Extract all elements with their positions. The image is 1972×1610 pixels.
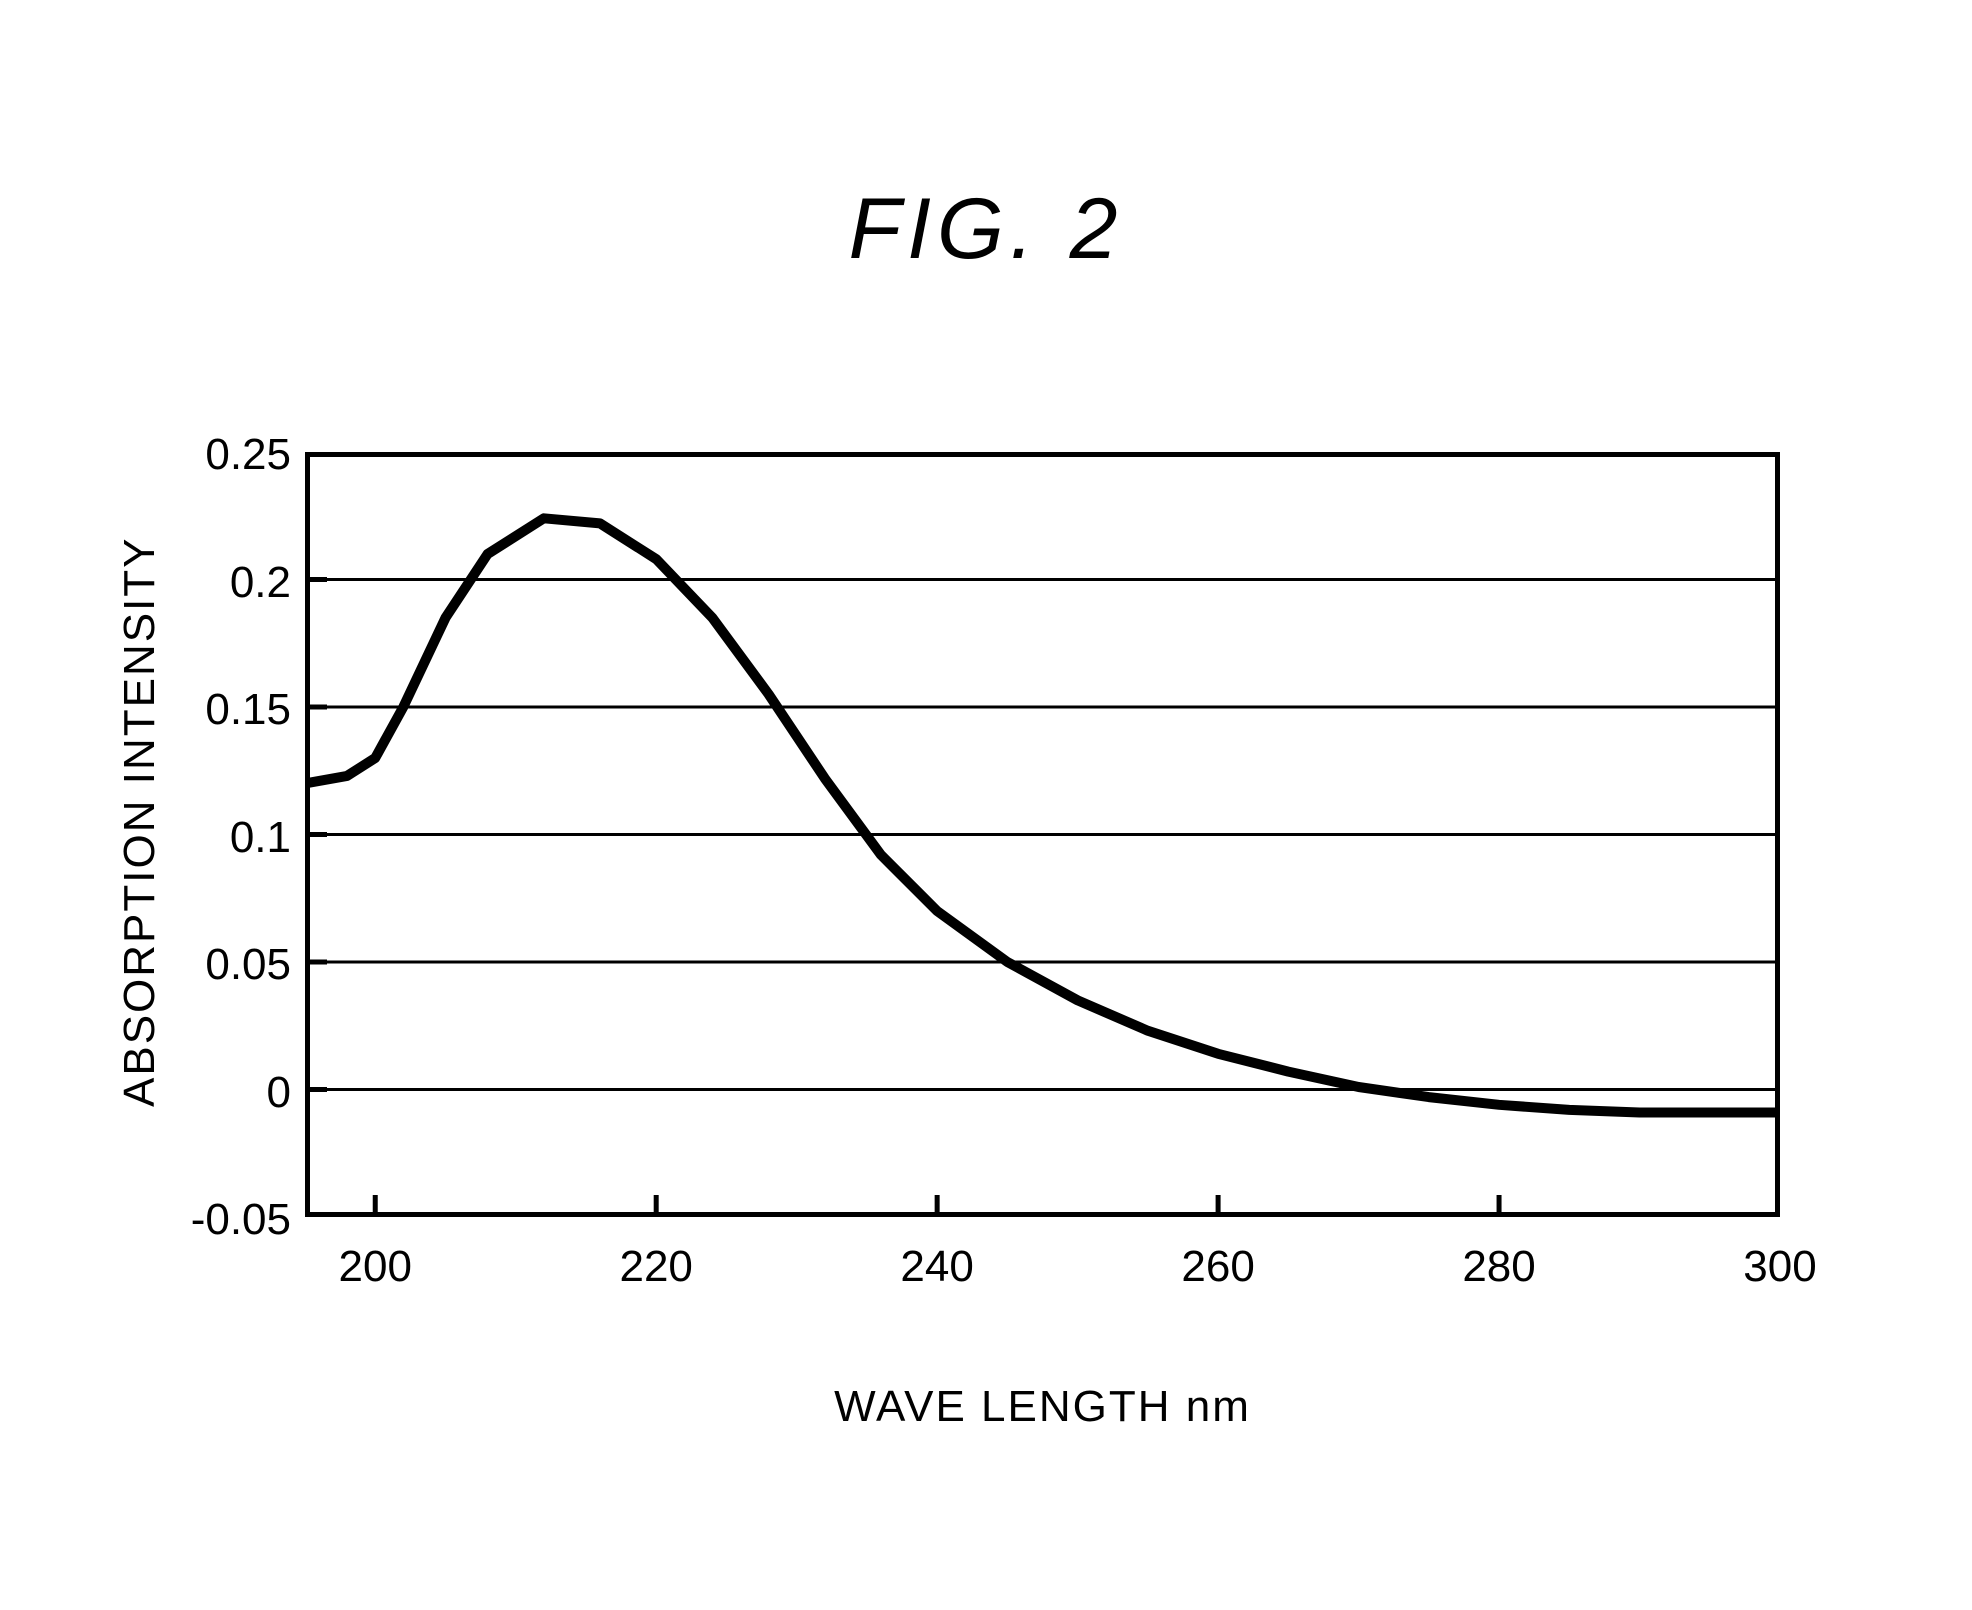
x-tick-label: 300	[1720, 1242, 1840, 1292]
x-axis-label: WAVE LENGTH nm	[305, 1382, 1780, 1432]
y-tick-label: -0.05	[151, 1195, 291, 1245]
x-tick-label: 220	[596, 1242, 716, 1292]
y-tick-label: 0.05	[151, 940, 291, 990]
y-tick-label: 0.2	[151, 558, 291, 608]
page: FIG. 2 ABSORPTION INTENSITY WAVE LENGTH …	[0, 0, 1972, 1610]
y-tick-label: 0	[151, 1068, 291, 1118]
chart-svg	[305, 452, 1780, 1217]
x-tick-label: 280	[1439, 1242, 1559, 1292]
x-tick-label: 240	[877, 1242, 997, 1292]
x-tick-label: 200	[315, 1242, 435, 1292]
figure-title: FIG. 2	[0, 180, 1972, 279]
y-tick-label: 0.15	[151, 685, 291, 735]
y-tick-label: 0.25	[151, 430, 291, 480]
chart-area	[305, 452, 1780, 1217]
y-tick-label: 0.1	[151, 813, 291, 863]
x-tick-label: 260	[1158, 1242, 1278, 1292]
